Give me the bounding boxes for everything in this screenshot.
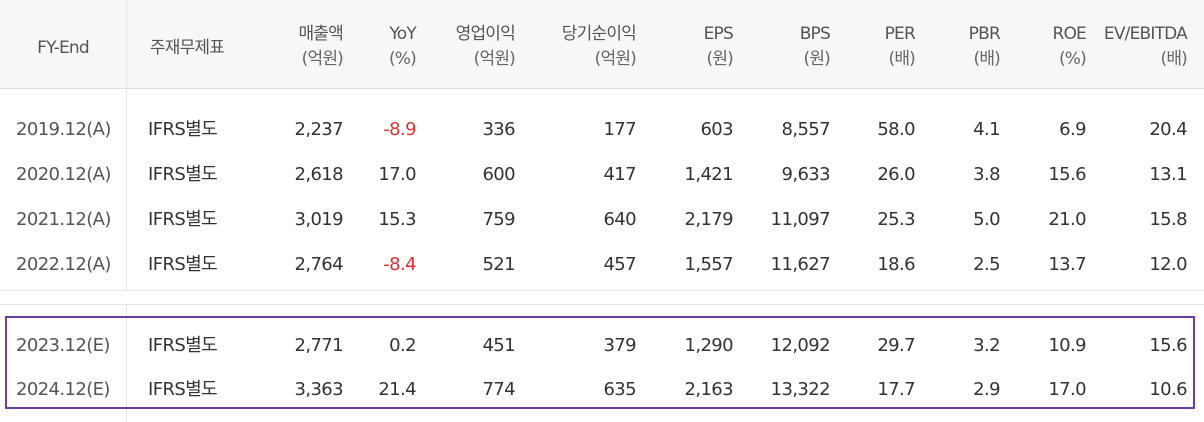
cell-ev-ebitda: 10.6: [1149, 379, 1187, 400]
table-header: [0, 0, 1204, 88]
table-row-type: IFRS별도: [148, 164, 218, 185]
cell-operating-profit: 774: [482, 379, 515, 400]
header-bps: BPS (원): [799, 24, 831, 69]
cell-bps: 12,092: [770, 335, 831, 356]
cell-eps: 1,557: [684, 254, 733, 275]
header-yoy: YoY (%): [388, 24, 417, 69]
cell-sales: 2,237: [294, 119, 343, 140]
cell-yoy: 0.2: [389, 335, 416, 356]
section-divider: [0, 290, 1204, 291]
cell-bps: 8,557: [781, 119, 830, 140]
cell-per: 18.6: [877, 254, 915, 275]
cell-sales: 3,019: [294, 209, 343, 230]
header-sales: 매출액 (억원): [298, 24, 343, 69]
cell-pbr: 2.5: [973, 254, 1000, 275]
cell-operating-profit: 759: [482, 209, 515, 230]
cell-sales: 2,771: [294, 335, 343, 356]
cell-ev-ebitda: 20.4: [1149, 119, 1187, 140]
cell-ev-ebitda: 13.1: [1149, 164, 1187, 185]
table-row-fy: 2020.12(A): [16, 164, 111, 185]
cell-eps: 2,163: [684, 379, 733, 400]
cell-operating-profit: 521: [482, 254, 515, 275]
header-ev-ebitda: EV/EBITDA (배): [1103, 24, 1188, 69]
cell-per: 29.7: [877, 335, 915, 356]
cell-ev-ebitda: 15.8: [1149, 209, 1187, 230]
table-row-type: IFRS별도: [148, 379, 218, 400]
cell-roe: 6.9: [1059, 119, 1086, 140]
cell-yoy: 21.4: [378, 379, 416, 400]
cell-bps: 13,322: [770, 379, 831, 400]
header-per: PER (배): [884, 24, 916, 69]
cell-pbr: 3.8: [973, 164, 1000, 185]
cell-yoy: 15.3: [378, 209, 416, 230]
cell-ev-ebitda: 12.0: [1149, 254, 1187, 275]
table-row-type: IFRS별도: [148, 119, 218, 140]
header-divider: [0, 88, 1204, 89]
cell-roe: 21.0: [1048, 209, 1086, 230]
header-statement-type: 주재무제표: [149, 38, 225, 58]
cell-pbr: 4.1: [973, 119, 1000, 140]
table-row-fy: 2023.12(E): [16, 335, 110, 356]
cell-yoy: -8.4: [383, 254, 416, 275]
header-pbr: PBR (배): [968, 24, 1001, 69]
header-eps: EPS (원): [703, 24, 734, 69]
cell-per: 17.7: [877, 379, 915, 400]
cell-sales: 3,363: [294, 379, 343, 400]
cell-per: 26.0: [877, 164, 915, 185]
header-operating-profit: 영업이익 (억원): [455, 24, 516, 69]
cell-sales: 2,764: [294, 254, 343, 275]
cell-roe: 10.9: [1048, 335, 1086, 356]
column-divider: [126, 0, 127, 290]
cell-pbr: 3.2: [973, 335, 1000, 356]
table-row-type: IFRS별도: [148, 209, 218, 230]
table-row-type: IFRS별도: [148, 335, 218, 356]
cell-operating-profit: 451: [482, 335, 515, 356]
cell-net-income: 640: [603, 209, 636, 230]
cell-roe: 13.7: [1048, 254, 1086, 275]
cell-roe: 15.6: [1048, 164, 1086, 185]
cell-yoy: 17.0: [378, 164, 416, 185]
header-fy-end: FY-End: [37, 38, 90, 58]
cell-yoy: -8.9: [383, 119, 416, 140]
cell-pbr: 2.9: [973, 379, 1000, 400]
table-row-fy: 2022.12(A): [16, 254, 111, 275]
cell-eps: 1,290: [684, 335, 733, 356]
cell-pbr: 5.0: [973, 209, 1000, 230]
cell-net-income: 457: [603, 254, 636, 275]
cell-roe: 17.0: [1048, 379, 1086, 400]
cell-net-income: 177: [603, 119, 636, 140]
cell-operating-profit: 600: [482, 164, 515, 185]
header-net-income: 당기순이익 (억원): [561, 24, 637, 69]
section-divider: [0, 304, 1204, 305]
table-row-type: IFRS별도: [148, 254, 218, 275]
cell-bps: 9,633: [781, 164, 830, 185]
cell-eps: 1,421: [684, 164, 733, 185]
cell-net-income: 635: [603, 379, 636, 400]
table-row-fy: 2024.12(E): [16, 379, 110, 400]
cell-eps: 2,179: [684, 209, 733, 230]
cell-eps: 603: [700, 119, 733, 140]
cell-per: 25.3: [877, 209, 915, 230]
table-row-fy: 2019.12(A): [16, 119, 111, 140]
cell-net-income: 379: [603, 335, 636, 356]
header-roe: ROE (%): [1052, 24, 1086, 69]
cell-ev-ebitda: 15.6: [1149, 335, 1187, 356]
table-row-fy: 2021.12(A): [16, 209, 111, 230]
cell-sales: 2,618: [294, 164, 343, 185]
cell-net-income: 417: [603, 164, 636, 185]
cell-per: 58.0: [877, 119, 915, 140]
cell-operating-profit: 336: [482, 119, 515, 140]
estimate-rows-highlight: [5, 316, 1195, 409]
column-divider: [126, 304, 127, 422]
cell-bps: 11,097: [770, 209, 831, 230]
cell-bps: 11,627: [770, 254, 831, 275]
